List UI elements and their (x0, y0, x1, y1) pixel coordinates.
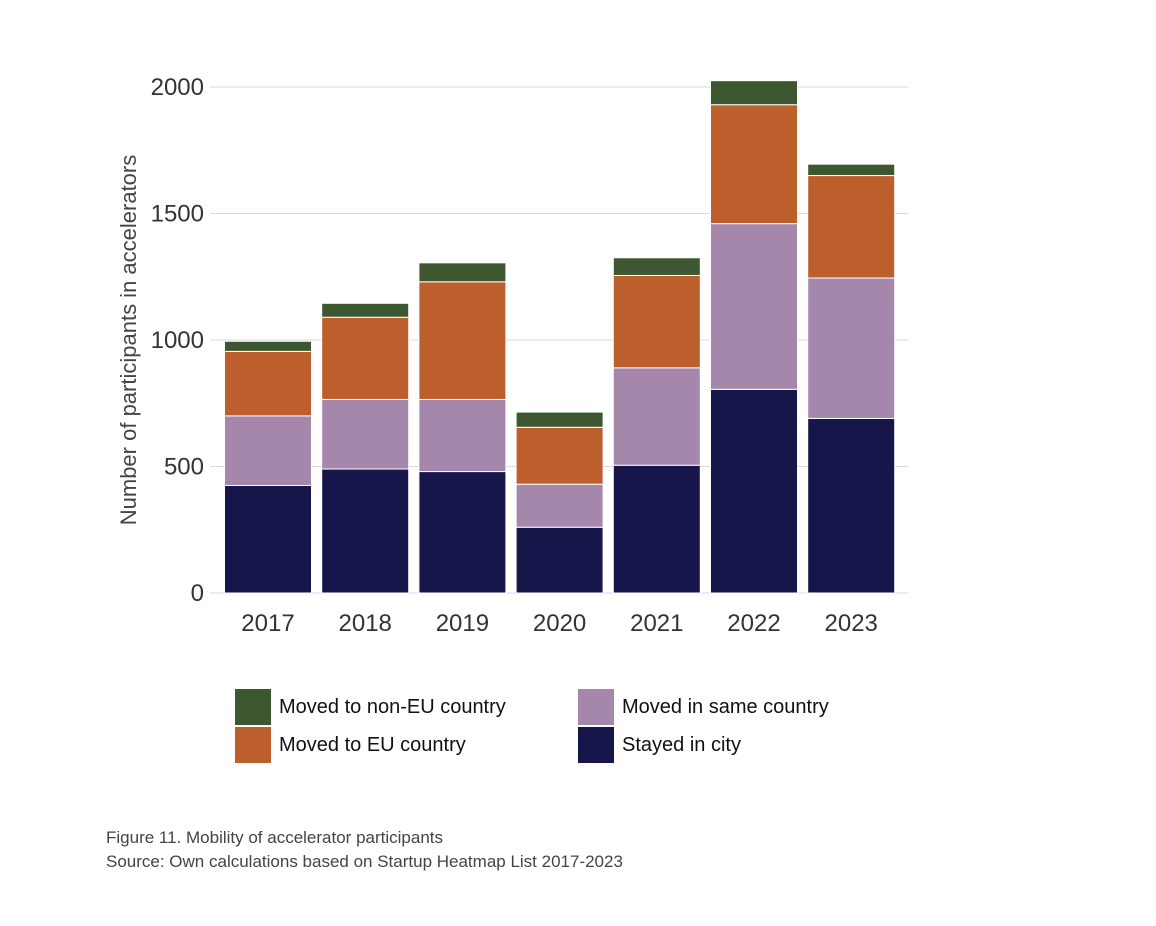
x-tick-2020: 2020 (533, 610, 586, 637)
x-tick-2018: 2018 (339, 610, 392, 637)
bar-2017-series-0 (224, 484, 312, 594)
bar-2018-series-1 (321, 398, 410, 470)
legend-item-eu: Moved to EU country (235, 727, 466, 763)
legend-label-same-country: Moved in same country (622, 695, 829, 718)
x-tick-2017: 2017 (241, 610, 294, 637)
legend-label-stayed: Stayed in city (622, 733, 741, 756)
figure-source: Source: Own calculations based on Startu… (106, 852, 623, 871)
bar-2018-series-0 (321, 468, 410, 594)
legend-swatch-eu (235, 727, 271, 763)
x-tick-2019: 2019 (436, 610, 489, 637)
bar-2019-series-0 (418, 471, 507, 594)
figure-caption: Figure 11. Mobility of accelerator parti… (106, 826, 623, 874)
bar-2019-series-3 (418, 262, 507, 283)
x-tick-2021: 2021 (630, 610, 683, 637)
y-axis-label: Number of participants in accelerators (116, 155, 141, 526)
bar-2022-series-3 (710, 80, 798, 106)
legend-swatch-stayed (578, 727, 614, 763)
y-tick-2000: 2000 (151, 74, 204, 101)
y-tick-0: 0 (191, 580, 204, 607)
bar-2021-series-0 (612, 464, 701, 594)
bar-2021-series-2 (612, 274, 701, 369)
y-tick-500: 500 (164, 454, 204, 481)
legend-item-same-country: Moved in same country (578, 689, 829, 725)
bar-2017-series-2 (224, 350, 312, 417)
legend-swatch-non-eu (235, 689, 271, 725)
bar-2022-series-0 (710, 388, 798, 594)
bar-2023-series-1 (807, 277, 896, 419)
x-tick-2023: 2023 (825, 610, 878, 637)
legend-swatch-same-country (578, 689, 614, 725)
x-tick-2022: 2022 (727, 610, 780, 637)
bar-2019-series-1 (418, 398, 507, 473)
bar-2017-series-1 (224, 415, 312, 486)
legend-label-non-eu: Moved to non-EU country (279, 695, 506, 718)
stacked-bar-chart: 0 500 1000 1500 2000 2017 2018 2019 2020 2021 202… (116, 74, 908, 637)
bar-2018-series-2 (321, 316, 410, 400)
bar-2020-series-3 (515, 411, 604, 428)
bar-2023-series-3 (807, 163, 896, 177)
legend-label-eu: Moved to EU country (279, 733, 466, 756)
bars (224, 80, 896, 594)
figure-title: Figure 11. Mobility of accelerator parti… (106, 828, 444, 847)
legend: Moved to non-EU country Moved in same co… (235, 689, 915, 765)
y-axis-ticks: 0 500 1000 1500 2000 (151, 74, 204, 607)
legend-item-stayed: Stayed in city (578, 727, 741, 763)
bar-2020-series-0 (515, 526, 604, 594)
bar-2021-series-3 (612, 257, 701, 276)
bar-2020-series-2 (515, 426, 604, 485)
bar-2017-series-3 (224, 340, 312, 352)
y-tick-1500: 1500 (151, 201, 204, 228)
x-axis-ticks: 2017 2018 2019 2020 2021 2022 2023 (241, 610, 878, 637)
bar-2021-series-1 (612, 367, 701, 466)
bar-2023-series-2 (807, 175, 896, 279)
bar-2022-series-1 (710, 223, 798, 390)
bar-2022-series-2 (710, 104, 798, 225)
bar-2020-series-1 (515, 483, 604, 528)
bar-2018-series-3 (321, 302, 410, 318)
bar-2019-series-2 (418, 281, 507, 400)
legend-item-non-eu: Moved to non-EU country (235, 689, 506, 725)
bar-2023-series-0 (807, 417, 896, 594)
y-tick-1000: 1000 (151, 327, 204, 354)
